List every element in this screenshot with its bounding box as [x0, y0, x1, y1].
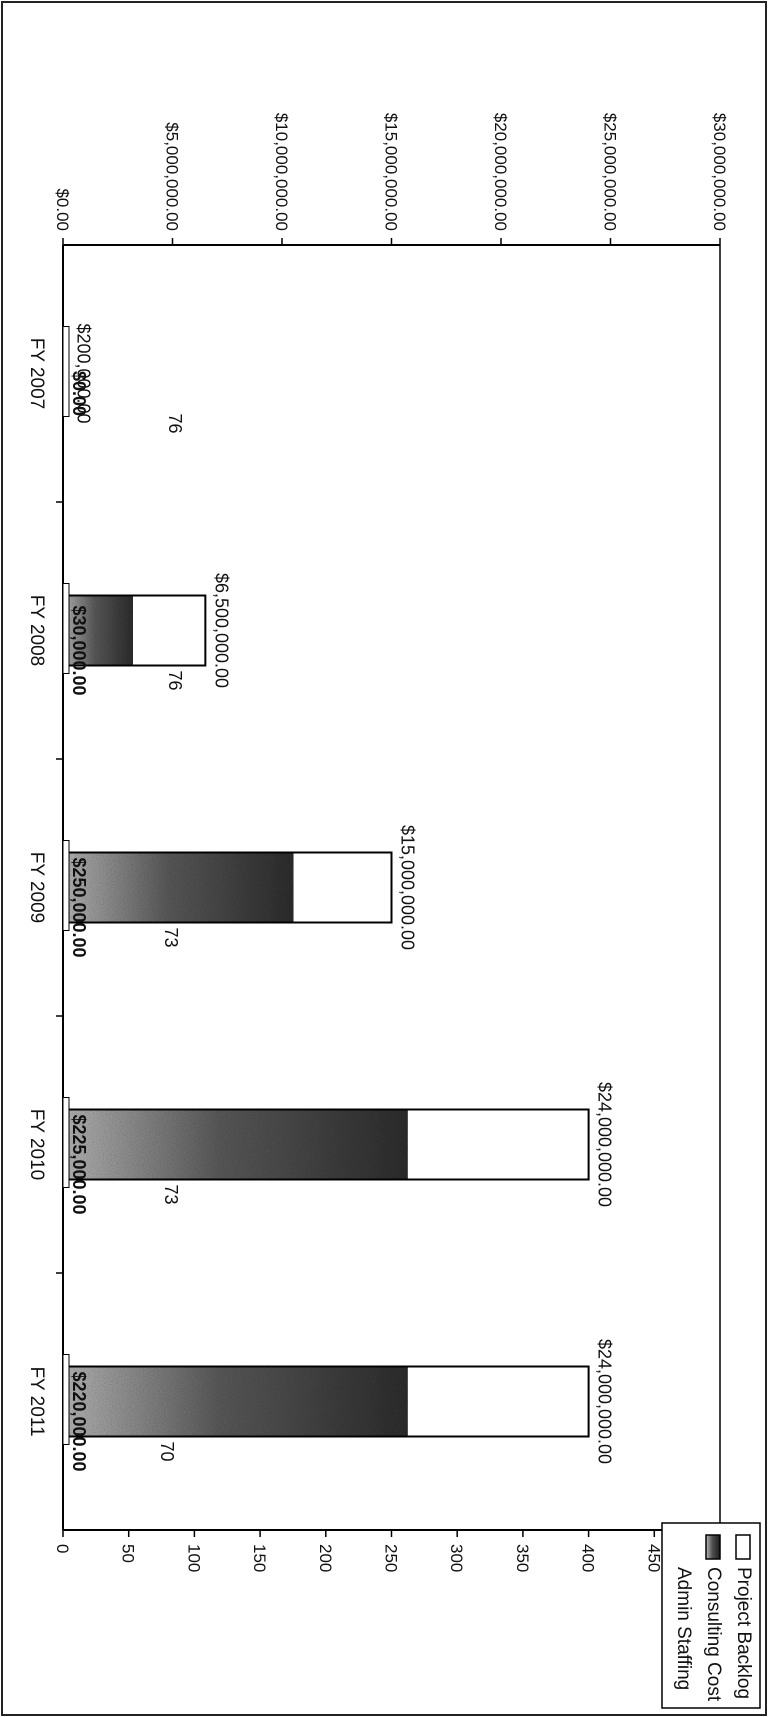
right-axis-tick-label: 400 — [579, 1544, 598, 1572]
project-backlog-data-label: $15,000,000.00 — [398, 825, 418, 950]
legend-entry: Project Backlog — [733, 1567, 754, 1699]
legend-entry: Consulting Cost — [703, 1567, 724, 1702]
admin-staffing-data-label: 70 — [157, 1441, 177, 1461]
category-label: FY 2009 — [26, 852, 47, 923]
right-axis-tick-label: 200 — [316, 1544, 335, 1572]
legend-swatch — [735, 1534, 751, 1560]
admin-staffing-marker — [62, 1097, 70, 1188]
right-axis-tick-label: 300 — [447, 1544, 466, 1572]
legend-entry: Admin Staffing — [673, 1567, 694, 1690]
left-axis-tick-label: $5,000,000.00 — [163, 122, 182, 231]
right-axis-tick-label: 150 — [250, 1544, 269, 1572]
consulting-cost-data-label: $250,000.00 — [69, 857, 89, 957]
right-axis-tick-label: 100 — [184, 1544, 203, 1572]
category-label: FY 2010 — [26, 1109, 47, 1180]
left-axis-tick-label: $10,000,000.00 — [272, 113, 291, 231]
project-backlog-data-label: $6,500,000.00 — [211, 573, 231, 688]
category-label: FY 2011 — [26, 1366, 47, 1436]
left-axis-tick-label: $15,000,000.00 — [382, 113, 401, 231]
admin-staffing-marker — [62, 840, 70, 931]
consulting-cost-bar — [63, 596, 133, 665]
project-backlog-data-label: $200,000.00 — [73, 323, 93, 423]
admin-staffing-data-label: 73 — [161, 927, 181, 947]
admin-staffing-marker — [62, 1354, 70, 1445]
left-axis-tick-label: $25,000,000.00 — [601, 113, 620, 231]
admin-staffing-marker — [62, 583, 70, 674]
consulting-cost-data-label: $220,000.00 — [69, 1371, 89, 1471]
left-axis-tick-label: $0.00 — [53, 188, 72, 231]
consulting-cost-bar — [63, 1367, 408, 1436]
right-axis-tick-label: 450 — [644, 1544, 663, 1572]
admin-staffing-data-label: 76 — [165, 670, 185, 690]
consulting-cost-data-label: $0.00 — [69, 371, 89, 416]
rotated-chart: $0.00 $5,000,000.00 $10,000,000.00 $15,000,… — [26, 113, 761, 1709]
project-backlog-data-label: $24,000,000.00 — [595, 1082, 615, 1207]
consulting-cost-bar — [63, 1110, 408, 1179]
category-label: FY 2007 — [26, 338, 47, 409]
left-axis-tick-label: $30,000,000.00 — [710, 113, 729, 231]
legend-swatch — [705, 1534, 721, 1560]
project-backlog-data-label: $24,000,000.00 — [595, 1339, 615, 1464]
admin-staffing-marker — [62, 326, 70, 417]
admin-staffing-data-label: 76 — [165, 413, 185, 433]
left-axis-tick-label: $20,000,000.00 — [491, 113, 510, 231]
consulting-cost-bar — [63, 853, 294, 922]
consulting-cost-data-label: $30,000.00 — [69, 605, 89, 695]
right-axis-tick-label: 50 — [119, 1544, 138, 1563]
consulting-cost-data-label: $225,000.00 — [69, 1114, 89, 1214]
right-axis-tick-label: 250 — [382, 1544, 401, 1572]
legend-box — [661, 1522, 761, 1709]
admin-staffing-data-label: 73 — [161, 1184, 181, 1204]
right-axis-tick-label: 0 — [53, 1544, 72, 1553]
right-axis-tick-label: 350 — [513, 1544, 532, 1572]
category-label: FY 2008 — [26, 595, 47, 666]
